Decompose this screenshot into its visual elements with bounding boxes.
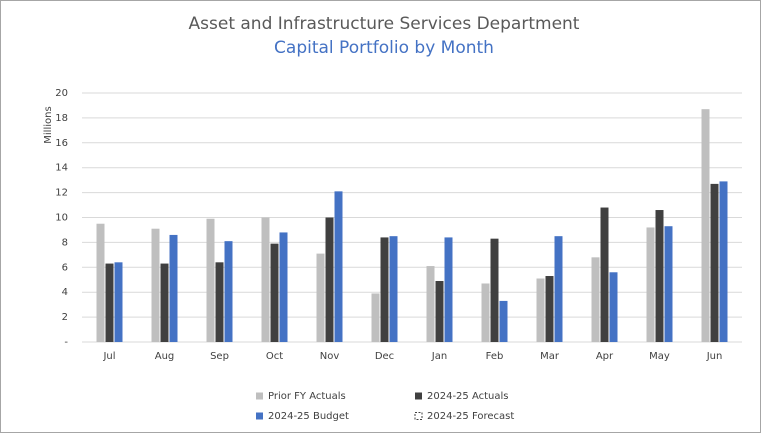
bar [371,293,380,342]
x-tick-label: Oct [266,351,283,362]
y-tick-label: 20 [55,88,68,99]
bar [499,300,508,342]
x-tick-label: Feb [486,351,504,362]
bar [435,280,444,342]
legend-swatch [415,392,422,400]
bar [270,243,279,342]
x-tick-label: Jun [706,351,723,362]
legend-swatch [414,412,423,420]
x-tick-label: Aug [155,351,175,362]
x-tick-label: Dec [375,351,394,362]
bar [279,232,288,342]
y-tick-label: 8 [62,237,68,248]
legend-swatch [256,392,263,400]
bar [600,207,609,342]
bar [114,262,123,342]
y-axis-label: Millions [43,106,54,143]
x-tick-label: Nov [320,351,340,362]
y-tick-label: 16 [55,138,68,149]
y-tick-label: - [64,337,68,348]
y-tick-label: 6 [62,262,68,273]
bar [609,272,618,342]
bar [380,237,389,342]
legend-label: 2024-25 Actuals [427,391,509,402]
legend-label: Prior FY Actuals [268,391,346,402]
chart-subtitle: Capital Portfolio by Month [274,38,494,58]
bar [719,181,728,342]
y-tick-label: 12 [55,188,68,199]
bar [426,266,435,342]
bar [325,217,334,342]
x-tick-label: May [649,351,670,362]
bar [160,263,169,342]
bar [646,227,655,342]
x-tick-label: Jul [102,351,115,362]
legend-label: 2024-25 Budget [268,411,349,422]
bar [96,223,105,342]
bar [655,210,664,342]
y-tick-label: 14 [55,163,68,174]
bar [389,236,398,342]
bar [444,237,453,342]
x-tick-label: Apr [596,351,614,362]
legend-swatch [256,412,263,420]
bar [701,109,710,342]
bar [591,257,600,342]
bar [261,217,270,342]
bar [334,191,343,342]
bar [215,262,224,342]
bar [224,241,233,342]
bar [105,263,114,342]
bar [151,228,160,342]
chart-title: Asset and Infrastructure Services Depart… [189,14,580,34]
y-tick-label: 2 [62,312,68,323]
bar [710,183,719,342]
bar [206,218,215,342]
x-tick-label: Sep [210,351,229,362]
bar [490,238,499,342]
y-tick-label: 10 [55,213,68,224]
bar [316,253,325,342]
bar [545,276,554,342]
bar [169,234,178,342]
bar [536,278,545,342]
legend-label: 2024-25 Forecast [427,411,514,422]
x-tick-label: Mar [540,351,560,362]
x-tick-label: Jan [431,351,447,362]
bar [481,283,490,342]
bar [554,236,563,342]
bar [664,226,673,342]
y-tick-label: 18 [55,113,68,124]
y-tick-label: 4 [62,287,68,298]
